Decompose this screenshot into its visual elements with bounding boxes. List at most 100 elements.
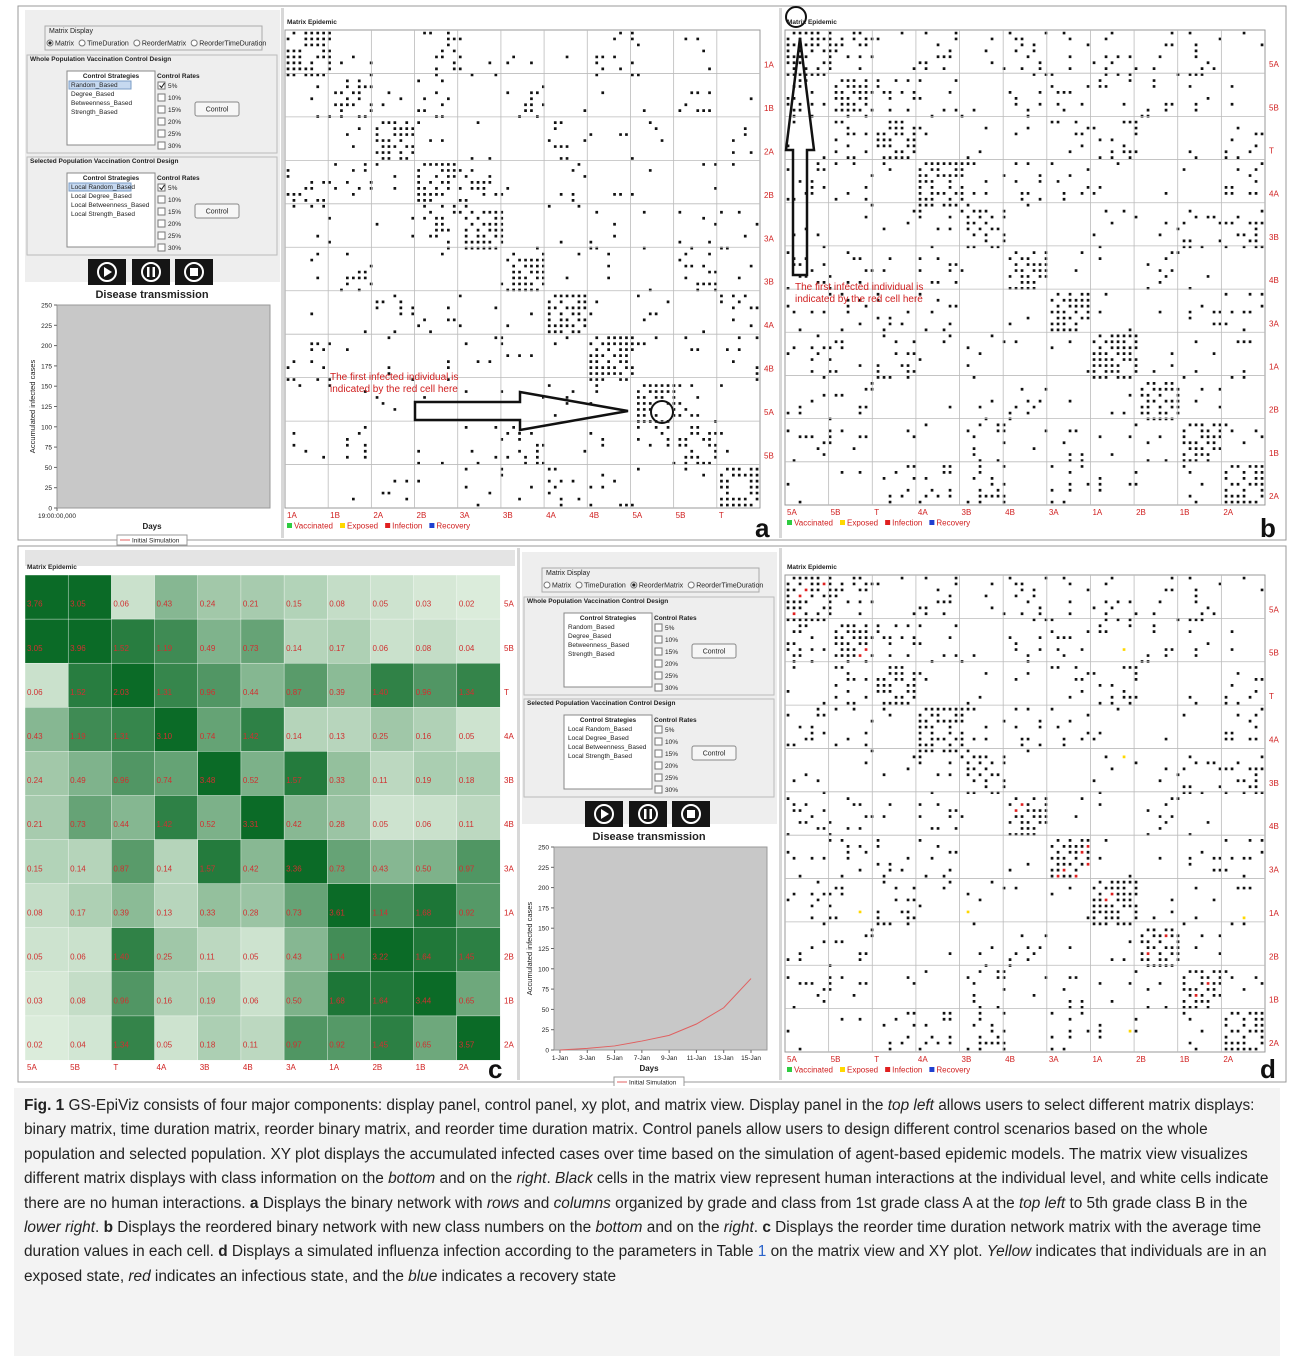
checkbox[interactable] (655, 726, 662, 733)
caption-text: Yellow (987, 1243, 1032, 1260)
legend-label: Recovery (936, 1066, 970, 1075)
annotation: indicated by the red cell here (330, 384, 458, 395)
y-tick-label: 250 (41, 303, 52, 310)
row-label: 1A (504, 908, 514, 917)
x-axis-label: Days (142, 522, 162, 531)
strategy-item[interactable]: Local Random_Based (71, 184, 135, 191)
strategy-item[interactable]: Betweenness_Based (568, 642, 629, 649)
heat-cell (284, 1016, 327, 1060)
cell-value: 0.11 (459, 820, 475, 829)
checkbox[interactable] (158, 118, 165, 125)
strategy-item[interactable]: Local Strength_Based (71, 211, 135, 218)
cell-value: 0.19 (200, 997, 216, 1006)
radio[interactable] (688, 582, 694, 588)
checkbox[interactable] (655, 786, 662, 793)
radio[interactable] (79, 40, 85, 46)
cell-value: 0.96 (200, 688, 216, 697)
heat-cell (457, 751, 500, 795)
cell-value: 1.64 (416, 952, 432, 961)
radio[interactable] (191, 40, 197, 46)
checkbox[interactable] (158, 232, 165, 239)
checkbox[interactable] (158, 106, 165, 113)
cell-value: 0.11 (200, 952, 216, 961)
strategy-item[interactable]: Degree_Based (71, 91, 115, 98)
cell-value: 3.10 (157, 732, 173, 741)
cell-value: 3.05 (27, 644, 43, 653)
radio[interactable] (576, 582, 582, 588)
cell-value: 1.31 (157, 688, 173, 697)
checkbox[interactable] (655, 624, 662, 631)
strategy-item[interactable]: Random_Based (71, 82, 118, 89)
heat-cell (457, 795, 500, 839)
heat-cell (155, 575, 198, 619)
legend-swatch (787, 1067, 792, 1072)
caption-text: bottom (595, 1219, 642, 1236)
radio-label: Matrix (552, 583, 572, 590)
checkbox[interactable] (158, 94, 165, 101)
checkbox[interactable] (655, 750, 662, 757)
radio[interactable] (544, 582, 550, 588)
checkbox[interactable] (158, 220, 165, 227)
heat-cell (327, 972, 370, 1016)
heat-cell (155, 972, 198, 1016)
heat-cell (327, 663, 370, 707)
strategy-item[interactable]: Strength_Based (568, 651, 615, 658)
rate-label: 30% (168, 143, 181, 150)
checkbox[interactable] (158, 244, 165, 251)
row-label: 1B (764, 104, 774, 113)
radio[interactable] (134, 40, 140, 46)
checkbox[interactable] (655, 660, 662, 667)
cell-value: 0.96 (113, 997, 129, 1006)
strategy-item[interactable]: Local Degree_Based (71, 193, 132, 200)
checkbox[interactable] (158, 142, 165, 149)
cell-value: 0.25 (372, 732, 388, 741)
strategy-item[interactable]: Strength_Based (71, 109, 118, 116)
cell-value: 0.43 (157, 600, 173, 609)
row-label: 4B (504, 820, 514, 829)
heat-cell (414, 575, 457, 619)
y-tick-label: 175 (41, 363, 52, 370)
cell-value: 0.43 (286, 952, 302, 961)
heat-cell (155, 1016, 198, 1060)
heat-cell (25, 795, 68, 839)
checkbox[interactable] (655, 648, 662, 655)
strategy-item[interactable]: Random_Based (568, 624, 615, 631)
cell-value: 0.42 (286, 820, 302, 829)
heat-cell (370, 619, 413, 663)
strategy-item[interactable]: Local Betweenness_Based (71, 202, 150, 209)
strategy-item[interactable]: Local Degree_Based (568, 735, 629, 742)
cell-value: 1.52 (113, 644, 129, 653)
cell-value: 0.11 (243, 1041, 259, 1050)
strategy-item[interactable]: Degree_Based (568, 633, 612, 640)
heat-cell (327, 884, 370, 928)
cell-value: 0.42 (243, 864, 259, 873)
strategy-item[interactable]: Local Betweenness_Based (568, 744, 647, 751)
y-tick-label: 100 (41, 424, 52, 431)
checkbox[interactable] (655, 672, 662, 679)
row-label: 2A (1269, 1039, 1279, 1048)
cell-value: 1.57 (200, 864, 216, 873)
caption: Fig. 1 GS-EpiViz consists of four major … (14, 1088, 1280, 1356)
checkbox[interactable] (158, 196, 165, 203)
row-label: 2B (764, 191, 774, 200)
checkbox[interactable] (655, 774, 662, 781)
checkbox[interactable] (655, 738, 662, 745)
heat-cell (327, 707, 370, 751)
strategy-item[interactable]: Local Random_Based (568, 726, 632, 733)
checkbox[interactable] (655, 684, 662, 691)
col-label: 2B (417, 511, 427, 520)
heat-cell (327, 575, 370, 619)
y-tick-label: 200 (41, 343, 52, 350)
heat-cell (25, 575, 68, 619)
checkbox[interactable] (655, 636, 662, 643)
cell-value: 0.03 (27, 997, 43, 1006)
caption-text: d (218, 1243, 227, 1260)
cell-value: 3.05 (70, 600, 86, 609)
strategy-item[interactable]: Betweenness_Based (71, 100, 132, 107)
heat-cell (198, 795, 241, 839)
strategy-item[interactable]: Local Strength_Based (568, 753, 632, 760)
checkbox[interactable] (158, 208, 165, 215)
list-header: Control Strategies (580, 717, 637, 724)
checkbox[interactable] (655, 762, 662, 769)
checkbox[interactable] (158, 130, 165, 137)
